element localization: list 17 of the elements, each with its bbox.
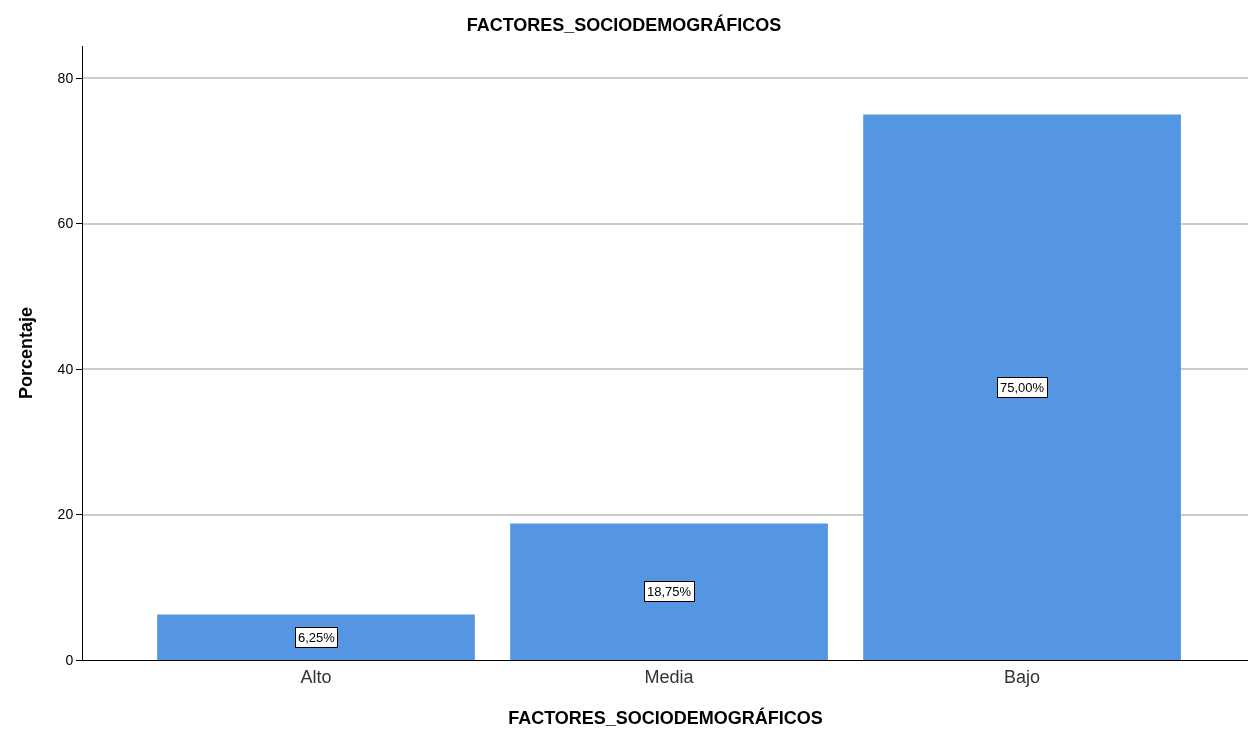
- data-label: 6,25%: [298, 630, 336, 645]
- x-tick-label: Bajo: [1004, 666, 1041, 687]
- data-label: 18,75%: [647, 584, 692, 599]
- y-tick-label: 60: [57, 215, 74, 232]
- y-tick-label: 80: [57, 69, 74, 86]
- x-tick-label: Media: [644, 666, 695, 687]
- x-axis-title: FACTORES_SOCIODEMOGRÁFICOS: [508, 706, 823, 728]
- bar: [510, 523, 828, 660]
- chart-title: FACTORES_SOCIODEMOGRÁFICOS: [466, 13, 782, 35]
- bar: [863, 114, 1181, 660]
- bar: [157, 614, 475, 660]
- data-label: 75,00%: [1000, 380, 1045, 395]
- x-tick-label: Alto: [300, 666, 332, 687]
- y-tick-label: 40: [57, 360, 74, 377]
- y-tick-label: 20: [57, 506, 74, 523]
- y-tick-label: 0: [65, 651, 74, 668]
- y-axis-title: Porcentaje: [15, 306, 36, 400]
